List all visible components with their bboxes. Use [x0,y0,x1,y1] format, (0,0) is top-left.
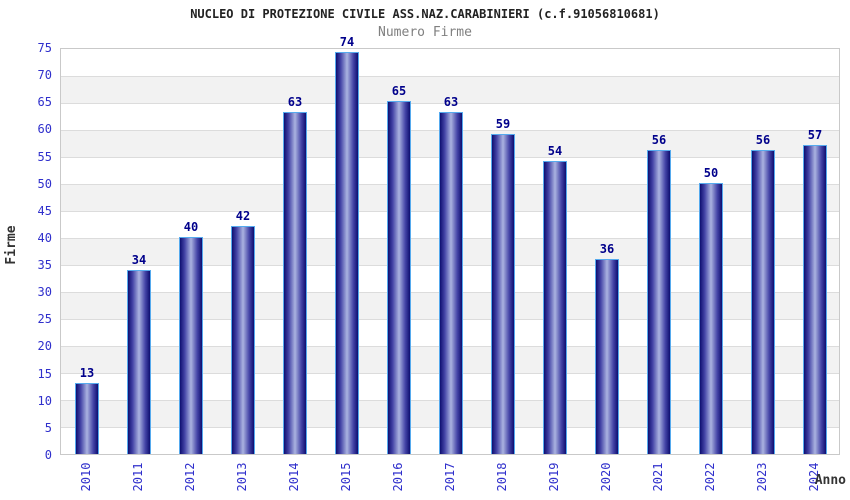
x-tick-label: 2018 [495,462,509,492]
x-tick-label: 2011 [131,462,145,492]
chart-subtitle: Numero Firme [378,25,472,40]
bar-value-label: 74 [339,35,355,50]
y-tick-label: 30 [37,285,52,300]
bar-value-label: 42 [235,209,251,224]
grid-band [61,76,839,103]
y-tick-label: 60 [37,122,52,137]
bar-2015 [335,52,359,454]
bar-value-label: 13 [79,366,95,381]
y-tick-label: 15 [37,366,52,381]
bar-2012 [179,236,203,454]
x-tick-label: 2010 [79,462,93,492]
bar-2010 [75,383,99,454]
grid-band [61,49,839,76]
x-tick-label: 2020 [599,462,613,492]
bar-2011 [127,269,151,454]
bar-value-label: 34 [131,252,147,267]
y-tick-label: 0 [44,448,52,462]
plot-area: 13 34 40 42 63 74 65 63 59 54 36 56 50 56 57 [60,35,840,455]
x-tick-label: 2022 [703,462,717,492]
y-tick-label: 10 [37,393,52,408]
bar-value-label: 59 [495,116,511,131]
x-tick-label: 2023 [755,462,769,492]
bar-2020 [595,258,619,454]
x-tick-label: 2014 [287,462,301,492]
bar-2021 [647,150,671,454]
bar-value-label: 63 [287,95,303,110]
y-tick-label: 35 [37,258,52,273]
bar-value-label: 57 [807,127,823,142]
y-tick-label: 25 [37,312,52,327]
bar-2018 [491,133,515,454]
bar-value-label: 54 [547,143,563,158]
bar-value-label: 63 [443,95,459,110]
chart-title: NUCLEO DI PROTEZIONE CIVILE ASS.NAZ.CARA… [190,7,660,21]
x-tick-label: 2013 [235,462,249,492]
x-tick-label: 2016 [391,462,405,492]
bar-value-label: 40 [183,219,199,234]
x-tick-label: 2012 [183,462,197,492]
y-tick-label: 5 [44,420,52,435]
bar-value-label: 65 [391,84,407,99]
y-tick-label: 75 [37,41,52,55]
y-tick-label: 40 [37,230,52,245]
bar-value-label: 56 [651,133,667,148]
bar-2022 [699,182,723,454]
y-tick-label: 70 [37,68,52,83]
x-tick-label: 2019 [547,462,561,492]
bar-2017 [439,112,463,454]
bar-2014 [283,112,307,454]
bar-value-label: 36 [599,241,615,256]
bar-value-label: 50 [703,165,719,180]
y-tick-label: 55 [37,149,52,164]
bar-2013 [231,226,255,454]
y-tick-label: 65 [37,95,52,110]
x-tick-label: 2017 [443,462,457,492]
y-tick-label: 20 [37,339,52,354]
bar-2023 [751,150,775,454]
bar-2019 [543,160,567,454]
x-axis-title: Anno [814,473,846,488]
x-tick-label: 2015 [339,462,353,492]
bar-value-label: 56 [755,133,771,148]
y-tick-label: 50 [37,176,52,191]
y-tick-label: 45 [37,203,52,218]
bar-2016 [387,101,411,454]
x-tick-label: 2021 [651,462,665,492]
bar-2024 [803,144,827,454]
